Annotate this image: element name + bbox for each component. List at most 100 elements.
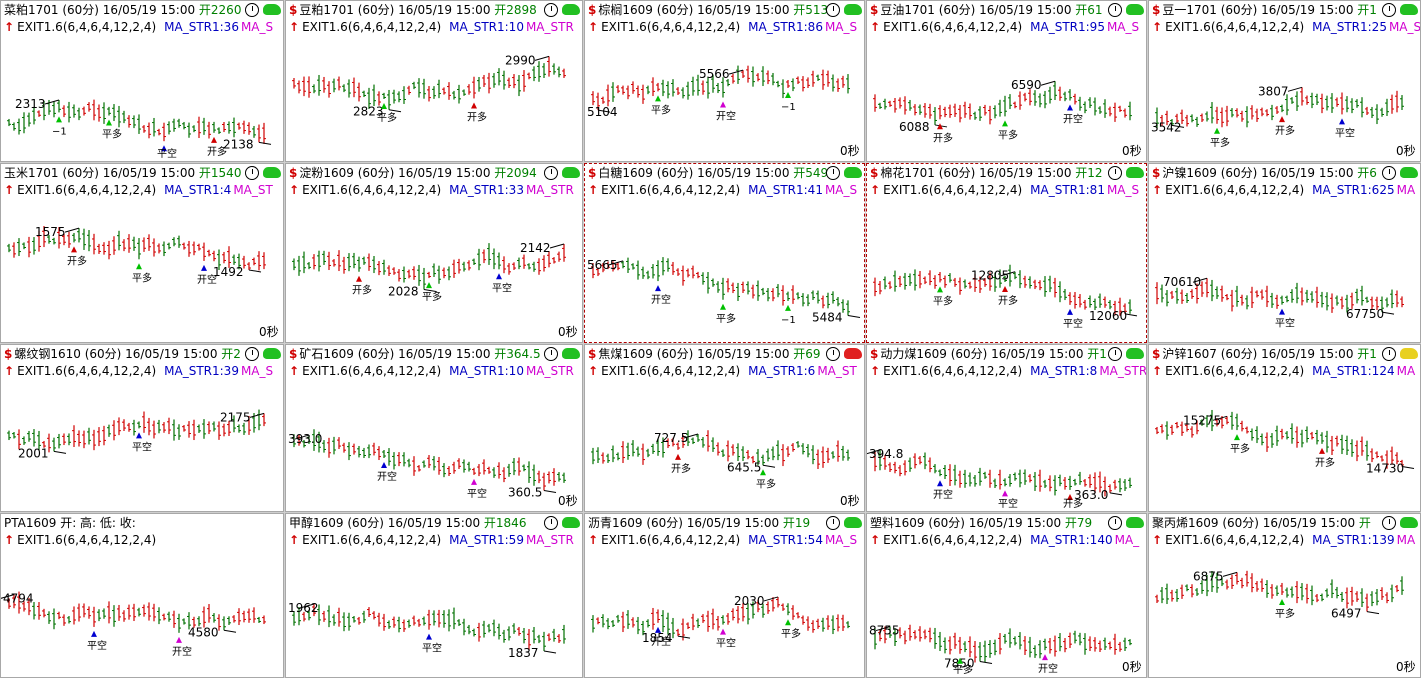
- clock-icon[interactable]: [1108, 3, 1122, 17]
- bull-icon[interactable]: [844, 167, 862, 178]
- price-plot[interactable]: 6875 6497 平多 0秒: [1149, 548, 1421, 677]
- clock-icon[interactable]: [1108, 516, 1122, 530]
- bull-icon[interactable]: [562, 4, 580, 15]
- signal-label: 平空: [132, 440, 152, 453]
- price-plot[interactable]: 3807 3542 平多 开多 平空 0秒: [1149, 35, 1421, 161]
- open-price: 开2898: [490, 3, 537, 17]
- chart-panel[interactable]: $ 动力煤1609 (60分) 16/05/19 15:00 开1 ↑ EXIT1.6…: [866, 344, 1147, 512]
- chart-panel[interactable]: $ 豆粕1701 (60分) 16/05/19 15:00 开2898 ↑ EXIT1…: [285, 0, 583, 162]
- price-plot[interactable]: 2142 2028 开多 平多 平空 0秒: [286, 198, 583, 342]
- bull-icon[interactable]: [1400, 348, 1418, 359]
- panel-title: 棉花1701 (60分) 16/05/19 15:00: [880, 166, 1072, 180]
- bull-icon[interactable]: [844, 348, 862, 359]
- chart-panel[interactable]: 塑料1609 (60分) 16/05/19 15:00 开79 ↑ EXIT1.6(…: [866, 513, 1147, 678]
- chart-panel[interactable]: $ 白糖1609 (60分) 16/05/19 15:00 开5499 ↑ EXIT1…: [584, 163, 865, 343]
- chart-panel[interactable]: 菜粕1701 (60分) 16/05/19 15:00 开2260 ↑ EXIT1.…: [0, 0, 284, 162]
- chart-panel[interactable]: $ 豆一1701 (60分) 16/05/19 15:00 开1 ↑ EXIT1.6(…: [1148, 0, 1421, 162]
- bull-icon[interactable]: [1400, 517, 1418, 528]
- clock-icon[interactable]: [826, 347, 840, 361]
- clock-icon[interactable]: [544, 516, 558, 530]
- bull-icon[interactable]: [263, 4, 281, 15]
- clock-icon[interactable]: [544, 347, 558, 361]
- clock-icon[interactable]: [826, 516, 840, 530]
- clock-icon[interactable]: [544, 166, 558, 180]
- bull-icon[interactable]: [263, 167, 281, 178]
- clock-icon[interactable]: [1382, 347, 1396, 361]
- clock-icon[interactable]: [544, 3, 558, 17]
- clock-icon[interactable]: [1382, 166, 1396, 180]
- bull-icon[interactable]: [562, 167, 580, 178]
- bull-icon[interactable]: [562, 348, 580, 359]
- panel-header: 沥青1609 (60分) 16/05/19 15:00 开19: [588, 515, 810, 531]
- clock-icon[interactable]: [1382, 3, 1396, 17]
- bull-icon[interactable]: [1126, 167, 1144, 178]
- chart-panel[interactable]: $ 豆油1701 (60分) 16/05/19 15:00 开61 ↑ EXIT1.6…: [866, 0, 1147, 162]
- price-plot[interactable]: 87557850平多开空0秒: [867, 548, 1147, 677]
- clock-icon[interactable]: [1108, 347, 1122, 361]
- chart-panel[interactable]: 沥青1609 (60分) 16/05/19 15:00 开19 ↑ EXIT1.6(…: [584, 513, 865, 678]
- high-price-label: 5665: [587, 258, 618, 272]
- low-price-label: 12060: [1089, 309, 1127, 323]
- bull-icon[interactable]: [1400, 167, 1418, 178]
- bull-icon[interactable]: [562, 517, 580, 528]
- ma-label: MA_STR: [525, 364, 574, 378]
- clock-icon[interactable]: [826, 3, 840, 17]
- chart-panel[interactable]: $ 棉花1701 (60分) 16/05/19 15:00 开12 ↑ EXIT1.6…: [866, 163, 1147, 343]
- up-arrow-icon: ↑: [588, 20, 599, 34]
- price-plot[interactable]: 70610 67750 平空: [1149, 198, 1421, 342]
- price-plot[interactable]: 1962 1837 平空: [286, 548, 583, 677]
- chart-panel[interactable]: 聚丙烯1609 (60分) 16/05/19 15:00 开 ↑ EXIT1.6(6…: [1148, 513, 1421, 678]
- panel-header: 聚丙烯1609 (60分) 16/05/19 15:00 开: [1152, 515, 1371, 531]
- signal-label: −1: [781, 102, 796, 113]
- bull-icon[interactable]: [1126, 4, 1144, 15]
- clock-icon[interactable]: [1382, 516, 1396, 530]
- bull-icon[interactable]: [1126, 348, 1144, 359]
- high-leader: [44, 99, 60, 105]
- chart-panel[interactable]: $ 沪镍1609 (60分) 16/05/19 15:00 开6 ↑ EXIT1.6(…: [1148, 163, 1421, 343]
- chart-panel[interactable]: $ 矿石1609 (60分) 16/05/19 15:00 开364.5 ↑ EXIT…: [285, 344, 583, 512]
- bull-icon[interactable]: [1400, 4, 1418, 15]
- bull-icon[interactable]: [844, 4, 862, 15]
- chart-panel[interactable]: $ 沪锌1607 (60分) 16/05/19 15:00 开1 ↑ EXIT1.6(…: [1148, 344, 1421, 512]
- price-plot[interactable]: 2175 2001 平空: [1, 379, 284, 511]
- price-plot[interactable]: 4794 4580 平空 开空: [1, 548, 284, 677]
- clock-icon[interactable]: [245, 166, 259, 180]
- chart-panel[interactable]: PTA1609 开: 高: 低: 收: ↑ EXIT1.6(6,4,6,4,12,2…: [0, 513, 284, 678]
- clock-icon[interactable]: [245, 3, 259, 17]
- low-price-label: 14730: [1366, 462, 1404, 476]
- open-price: 开1: [1353, 347, 1377, 361]
- clock-icon[interactable]: [826, 166, 840, 180]
- signal-label: 平多: [377, 111, 397, 124]
- up-arrow-icon: ↑: [1152, 533, 1163, 547]
- bull-icon[interactable]: [844, 517, 862, 528]
- bull-icon[interactable]: [1126, 517, 1144, 528]
- chart-panel[interactable]: 甲醇1609 (60分) 16/05/19 15:00 开1846 ↑ EXIT1.…: [285, 513, 583, 678]
- up-arrow-icon: ↑: [4, 533, 15, 547]
- low-leader: [677, 635, 691, 639]
- signal-marker: [471, 102, 477, 109]
- bull-icon[interactable]: [263, 348, 281, 359]
- chart-panel[interactable]: $ 淀粉1609 (60分) 16/05/19 15:00 开2094 ↑ EXIT1…: [285, 163, 583, 343]
- ma-label: MA_STR: [525, 183, 574, 197]
- chart-panel[interactable]: $ 棕榈1609 (60分) 16/05/19 15:00 开5132 ↑ EXIT1…: [584, 0, 865, 162]
- low-leader: [1109, 492, 1123, 496]
- clock-icon[interactable]: [245, 347, 259, 361]
- panel-title: 焦煤1609 (60分) 16/05/19 15:00: [598, 347, 790, 361]
- chart-panel[interactable]: 玉米1701 (60分) 16/05/19 15:00 开1540 ↑ EXIT1.…: [0, 163, 284, 343]
- chart-panel[interactable]: $ 螺纹钢1610 (60分) 16/05/19 15:00 开2 ↑ EXIT1.6…: [0, 344, 284, 512]
- contract-marker-icon: $: [1152, 3, 1161, 17]
- clock-icon[interactable]: [1108, 166, 1122, 180]
- chart-panel[interactable]: $ 焦煤1609 (60分) 16/05/19 15:00 开69 ↑ EXIT1.6…: [584, 344, 865, 512]
